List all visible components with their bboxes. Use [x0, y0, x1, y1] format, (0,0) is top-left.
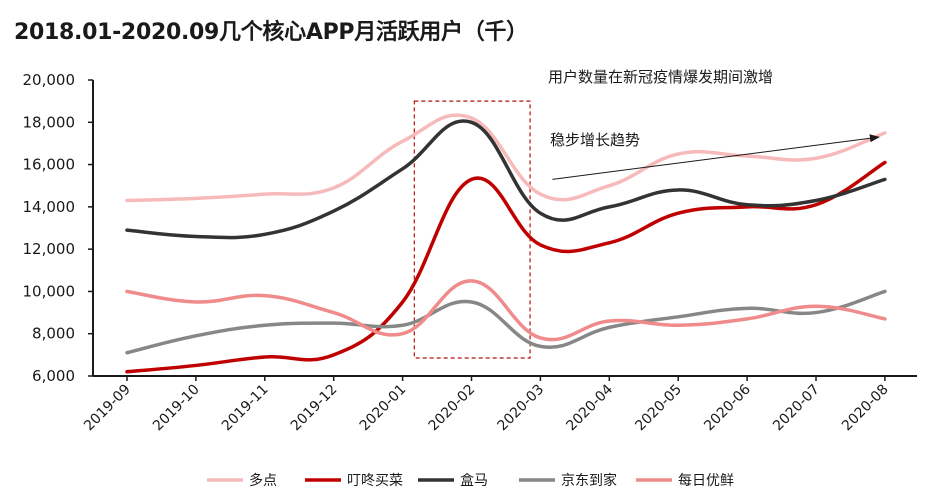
x-tick-label: 2020-02: [426, 382, 479, 435]
y-tick-label: 12,000: [23, 240, 76, 258]
x-tick-label: 2020-06: [701, 381, 754, 434]
legend: 多点 叮咚买菜 盒马 京东到家 每日优鲜: [207, 472, 734, 489]
y-tick-label: 18,000: [23, 113, 76, 131]
legend-label: 每日优鲜: [678, 473, 734, 489]
highlight-layer: [413, 100, 531, 359]
x-tick-label: 2019-09: [81, 382, 134, 435]
x-tick-label: 2020-01: [357, 382, 410, 435]
series-line-4: [125, 289, 887, 355]
legend-label: 多点: [249, 472, 277, 489]
y-tick-label: 16,000: [23, 156, 76, 174]
series-line-2: [125, 160, 887, 374]
y-tick-label: 14,000: [23, 198, 76, 216]
series-line-5: [125, 279, 887, 342]
legend-label: 京东到家: [561, 472, 617, 489]
highlight-box: [413, 100, 531, 359]
trend-arrow: [552, 134, 880, 180]
legend-label: 盒马: [460, 472, 488, 489]
x-tick-label: 2020-05: [632, 382, 685, 435]
axes: 6,000 8,000 10,000 12,000 14,000 16,000 18,000…: [23, 71, 917, 435]
x-tick-label: 2019-11: [219, 382, 272, 435]
annotation-steady-growth: 稳步增长趋势: [550, 131, 640, 149]
legend-label: 叮咚买菜: [347, 473, 403, 489]
series-line-1: [125, 113, 887, 203]
x-tick-label: 2019-12: [288, 382, 341, 435]
x-tick-label: 2020-07: [770, 382, 823, 435]
x-tick-label: 2020-03: [495, 382, 548, 435]
series-layer: [125, 113, 887, 374]
series-line-3: [125, 119, 887, 240]
chart-title: 2018.01-2020.09几个核心APP月活跃用户（千）: [14, 20, 528, 45]
y-tick-label: 6,000: [32, 367, 75, 385]
annotation-surge: 用户数量在新冠疫情爆发期间激增: [548, 68, 773, 86]
x-tick-label: 2020-08: [839, 382, 892, 435]
y-tick-label: 8,000: [32, 325, 75, 343]
y-tick-label: 20,000: [23, 71, 76, 89]
x-tick-label: 2020-04: [563, 381, 616, 434]
y-tick-label: 10,000: [23, 282, 76, 300]
x-tick-label: 2019-10: [150, 382, 203, 435]
